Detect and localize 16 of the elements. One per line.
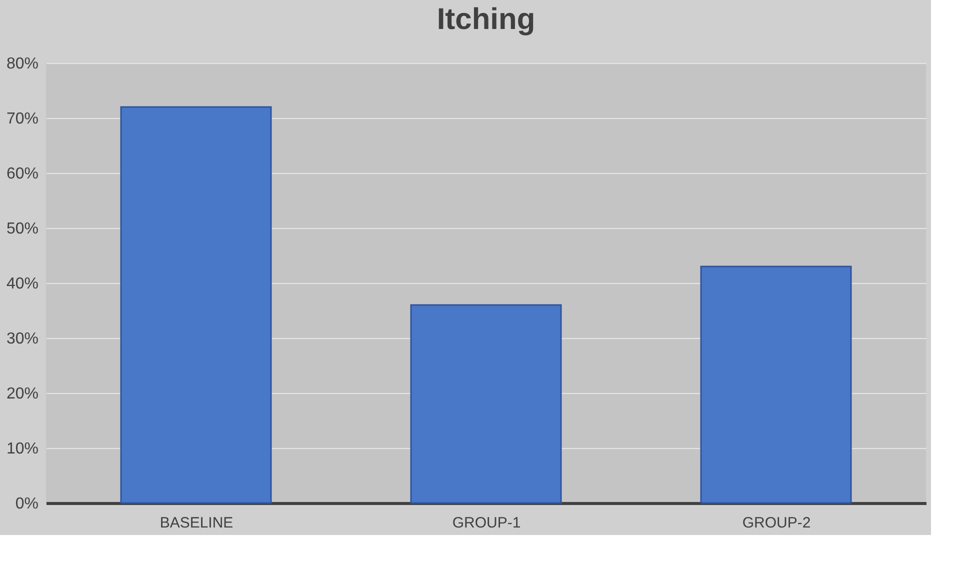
bar xyxy=(410,304,562,504)
bar xyxy=(700,266,852,504)
x-tick-label: GROUP-1 xyxy=(452,514,521,532)
y-tick-label: 20% xyxy=(6,386,38,402)
y-tick-label: 50% xyxy=(6,220,38,238)
chart-title: Itching xyxy=(436,3,536,36)
y-tick-label: 70% xyxy=(6,110,38,128)
y-tick-label: 0% xyxy=(15,496,38,512)
y-tick-label: 40% xyxy=(6,276,38,292)
x-tick-label: BASELINE xyxy=(160,514,234,532)
y-tick-label: 80% xyxy=(6,56,38,72)
y-tick-label: 60% xyxy=(6,166,38,182)
x-tick-label: GROUP-2 xyxy=(742,514,811,532)
y-tick-label: 10% xyxy=(6,440,38,458)
y-tick-label: 30% xyxy=(6,330,38,348)
bar xyxy=(120,106,272,504)
